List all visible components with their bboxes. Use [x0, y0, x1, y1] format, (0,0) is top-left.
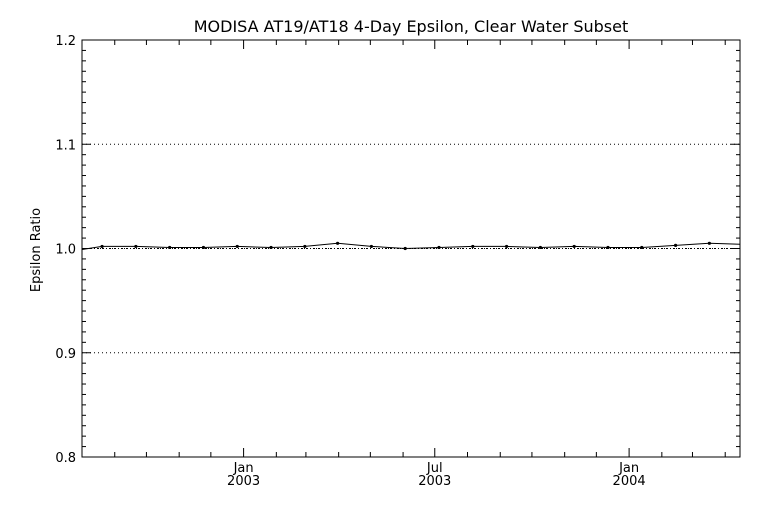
series-point [168, 245, 172, 250]
series-point [335, 241, 340, 245]
x-tick-year-label: 2003 [418, 474, 451, 489]
series-point [403, 246, 407, 251]
series-point [235, 244, 239, 249]
series-point [134, 244, 138, 249]
series-point [269, 245, 273, 250]
series-point [640, 245, 644, 250]
y-axis-label: Epsilon Ratio [29, 208, 44, 292]
x-tick-month-label: Jan [233, 461, 254, 476]
plot-frame [81, 39, 741, 458]
series-point [303, 244, 307, 249]
series-point [504, 244, 509, 249]
y-tick-label: 1.2 [55, 34, 76, 49]
series-point [673, 243, 678, 247]
x-tick-month-label: Jan [618, 461, 639, 476]
y-tick-label: 1.0 [55, 243, 76, 258]
y-tick-label: 0.9 [55, 347, 76, 362]
series-point [606, 245, 610, 250]
data-series [81, 241, 741, 251]
x-tick-year-label: 2004 [613, 474, 646, 489]
x-tick-year-label: 2003 [227, 474, 260, 489]
series-point [201, 245, 206, 250]
series-point [538, 245, 542, 250]
series-point [369, 244, 373, 249]
chart-title: MODISA AT19/AT18 4-Day Epsilon, Clear Wa… [194, 17, 629, 36]
series-point [707, 241, 711, 245]
series-point [100, 244, 104, 249]
series-point [437, 245, 441, 250]
y-tick-label: 1.1 [55, 138, 76, 153]
series-point [572, 244, 576, 249]
y-tick-label: 0.8 [55, 451, 76, 466]
series-point [471, 244, 475, 249]
x-tick-month-label: Jul [426, 461, 443, 476]
